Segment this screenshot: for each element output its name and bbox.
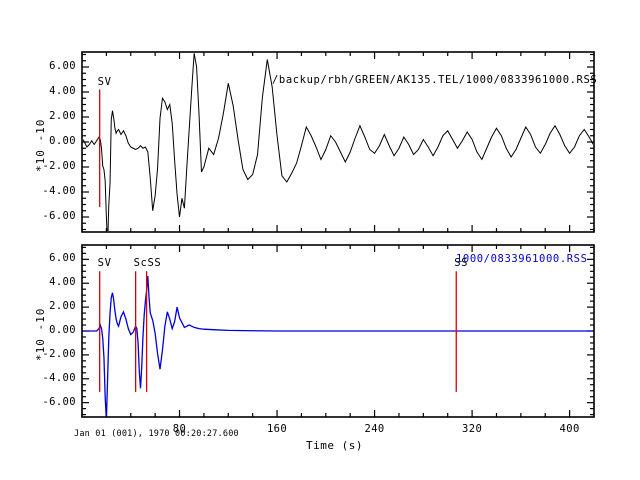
- phase-label-SS-1: SS: [454, 257, 469, 270]
- ytick-label-1-0: 6.00: [49, 252, 76, 265]
- xtick-label-0: 80: [172, 423, 187, 435]
- phase-label-ScSS-1: ScSS: [133, 257, 162, 270]
- observed-file-path-title: /backup/rbh/GREEN/AK135.TEL/1000/0833961…: [272, 74, 598, 86]
- ytick-label-1-5: -4.00: [42, 371, 76, 384]
- record-start-timestamp: Jan 01 (001), 1970 00:20:27.600: [74, 429, 239, 439]
- ytick-label-1-3: 0.00: [49, 324, 76, 336]
- ytick-label-0-0: 6.00: [49, 60, 76, 72]
- xtick-label-1: 160: [266, 423, 288, 435]
- xaxis-label: Time (s): [306, 439, 363, 452]
- ytick-label-1-6: -6.00: [42, 395, 76, 408]
- phase-label-SV-0: SV: [97, 75, 112, 88]
- ytick-label-1-2: 2.00: [49, 300, 76, 313]
- observed-waveform-trace: [83, 53, 593, 231]
- xtick-label-3: 320: [462, 423, 483, 435]
- ytick-label-0-2: 2.00: [49, 110, 76, 122]
- phase-label-SV-1: SV: [97, 257, 112, 270]
- ytick-label-0-3: 0.00: [49, 135, 76, 147]
- ytick-label-0-1: 4.00: [49, 85, 76, 97]
- ytick-label-1-4: -2.00: [42, 347, 76, 360]
- synthetic-file-path-title: 1000/0833961000.RSS: [456, 253, 588, 265]
- ytick-label-0-5: -4.00: [42, 185, 76, 197]
- xtick-label-4: 400: [559, 423, 580, 435]
- ytick-label-1-1: 4.00: [49, 276, 76, 289]
- synthetic-waveform-trace: [83, 276, 593, 416]
- ytick-label-0-6: -6.00: [42, 210, 76, 222]
- ytick-label-0-4: -2.00: [42, 160, 76, 172]
- xtick-label-2: 240: [364, 423, 385, 435]
